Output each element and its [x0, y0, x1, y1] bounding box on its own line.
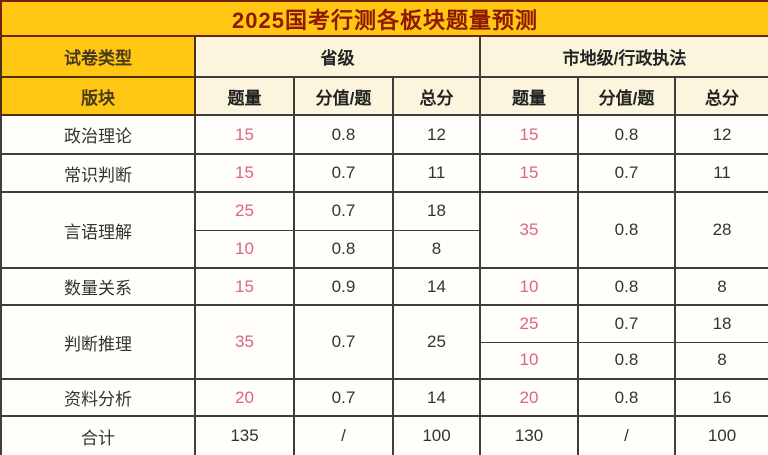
col-header-shi-total: 总分 — [673, 76, 768, 116]
cell-total-total: 100 — [673, 415, 768, 455]
cell-score-per: 0.9 — [293, 267, 394, 306]
table-row-judgment-b: 10 0.8 8 — [1, 341, 768, 380]
cell-score-per: 0.8 — [293, 229, 394, 269]
table-row-quantitative: 数量关系 15 0.9 14 10 0.8 8 — [0, 267, 768, 306]
cell-score-per-merged: 0.8 — [577, 191, 676, 269]
cell-score-per: 0.7 — [293, 191, 394, 231]
col-header-sheng-total: 总分 — [392, 76, 481, 116]
cell-count: 15 — [194, 267, 295, 306]
cell-score-per-merged: 0.7 — [293, 304, 394, 380]
table-row-common-sense: 常识判断 15 0.7 11 15 0.7 11 — [0, 153, 768, 193]
cell-count: 10 — [479, 341, 579, 380]
cell-count: 15 — [479, 114, 579, 155]
row-label: 常识判断 — [0, 153, 196, 193]
cell-count: 20 — [194, 378, 295, 417]
corner-header: 试卷类型 — [0, 35, 196, 78]
row-label-total: 合计 — [0, 415, 196, 455]
cell-score-per-total: / — [577, 415, 676, 455]
cell-score-per-total: / — [293, 415, 394, 455]
cell-total: 11 — [673, 153, 768, 193]
cell-total: 12 — [392, 114, 481, 155]
table-row-judgment-a: 判断推理 35 0.7 25 25 0.7 18 — [0, 304, 768, 380]
cell-score-per: 0.7 — [293, 378, 394, 417]
cell-total: 18 — [673, 304, 768, 343]
table-row-politics: 政治理论 15 0.8 12 15 0.8 12 — [0, 114, 768, 155]
row-label: 资料分析 — [0, 378, 196, 417]
cell-total: 14 — [392, 378, 481, 417]
cell-score-per: 0.8 — [577, 267, 676, 306]
row-header: 版块 — [0, 76, 196, 116]
cell-total-merged: 28 — [673, 191, 768, 269]
cell-score-per: 0.7 — [577, 304, 676, 343]
table-row-data-analysis: 资料分析 20 0.7 14 20 0.8 16 — [0, 378, 768, 417]
cell-total-total: 100 — [392, 415, 481, 455]
cell-score-per: 0.8 — [577, 114, 676, 155]
col-header-shi-score-per: 分值/题 — [577, 76, 676, 116]
row-label: 判断推理 — [0, 304, 196, 380]
row-label: 政治理论 — [0, 114, 196, 155]
cell-count-total: 130 — [479, 415, 579, 455]
cell-count: 20 — [479, 378, 579, 417]
group-header-row: 试卷类型 省级 市地级/行政执法 — [0, 35, 768, 78]
cell-count-merged: 35 — [194, 304, 295, 380]
page-title: 2025国考行测各板块题量预测 — [0, 0, 768, 37]
sub-header-row: 版块 题量 分值/题 总分 题量 分值/题 总分 — [0, 76, 768, 116]
table-row-total: 合计 135 / 100 130 / 100 — [0, 415, 768, 455]
row-label: 数量关系 — [0, 267, 196, 306]
cell-score-per: 0.8 — [293, 114, 394, 155]
cell-total: 16 — [673, 378, 768, 417]
table-row-verbal-a: 言语理解 25 0.7 18 35 0.8 28 — [0, 191, 768, 269]
cell-count: 10 — [194, 229, 295, 269]
cell-count: 15 — [479, 153, 579, 193]
cell-count: 10 — [479, 267, 579, 306]
cell-total: 14 — [392, 267, 481, 306]
row-label: 言语理解 — [0, 191, 196, 269]
cell-count: 15 — [194, 153, 295, 193]
cell-total: 12 — [673, 114, 768, 155]
col-header-sheng-score-per: 分值/题 — [293, 76, 394, 116]
cell-total: 8 — [673, 267, 768, 306]
group-header-provincial: 省级 — [194, 35, 481, 78]
cell-score-per: 0.8 — [577, 341, 676, 380]
group-header-municipal: 市地级/行政执法 — [478, 35, 768, 78]
cell-count: 25 — [194, 191, 295, 231]
cell-count-total: 135 — [194, 415, 295, 455]
cell-score-per: 0.7 — [577, 153, 676, 193]
cell-count: 15 — [194, 114, 295, 155]
col-header-sheng-count: 题量 — [194, 76, 295, 116]
cell-count: 25 — [479, 304, 579, 343]
col-header-shi-count: 题量 — [479, 76, 579, 116]
cell-total-merged: 25 — [392, 304, 481, 380]
cell-total: 11 — [392, 153, 481, 193]
cell-count-merged: 35 — [479, 191, 579, 269]
cell-total: 8 — [673, 341, 768, 380]
title-row: 2025国考行测各板块题量预测 — [0, 0, 768, 37]
cell-score-per: 0.7 — [293, 153, 394, 193]
cell-total: 18 — [392, 191, 481, 231]
cell-total: 8 — [392, 229, 481, 269]
cell-score-per: 0.8 — [577, 378, 676, 417]
table-row-verbal-b: 10 0.8 8 — [1, 229, 768, 269]
